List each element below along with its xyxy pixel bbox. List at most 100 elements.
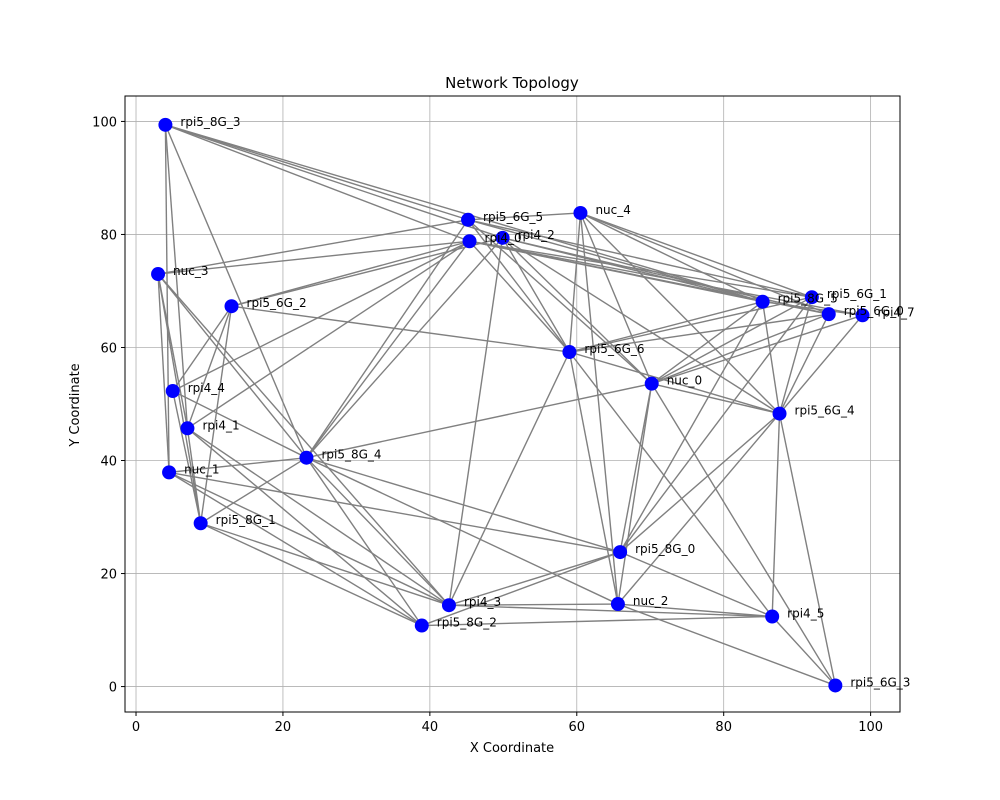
edge-rpi5_8G_5-rpi5_8G_0 xyxy=(619,301,764,553)
edge-nuc_1-rpi5_8G_4 xyxy=(169,456,307,474)
node-label-rpi5_8G_0: rpi5_8G_0 xyxy=(635,542,695,556)
y-tick-label: 60 xyxy=(100,341,117,356)
node-label-nuc_2: nuc_2 xyxy=(633,594,668,608)
edge-rpi5_6G_6-rpi5_6G_0 xyxy=(569,313,829,353)
node-label-rpi4_2: rpi4_2 xyxy=(518,228,555,242)
edge-nuc_4-rpi5_8G_5 xyxy=(580,212,763,303)
edge-nuc_1-rpi5_8G_2 xyxy=(168,471,423,627)
edge-rpi5_8G_0-rpi5_8G_2 xyxy=(421,551,621,627)
x-tick-label: 0 xyxy=(132,720,140,735)
grid-lines xyxy=(125,96,900,712)
edge-rpi5_8G_1-rpi5_8G_2 xyxy=(200,522,423,627)
edge-rpi5_8G_4-rpi4_2 xyxy=(305,237,504,459)
node-rpi4_1 xyxy=(180,421,195,436)
node-label-rpi5_8G_4: rpi5_8G_4 xyxy=(321,448,381,462)
edge-rpi5_6G_5-rpi5_8G_5 xyxy=(467,219,763,303)
y-tick-label: 40 xyxy=(100,455,117,470)
node-rpi4_7 xyxy=(855,308,870,323)
node-label-rpi5_8G_2: rpi5_8G_2 xyxy=(437,616,497,630)
edge-rpi5_6G_2-rpi5_6G_6 xyxy=(231,305,570,353)
node-label-rpi5_6G_0: rpi5_6G_0 xyxy=(844,304,904,318)
x-tick-label: 100 xyxy=(858,720,883,735)
edge-rpi4_2-rpi5_6G_4 xyxy=(502,237,780,415)
edge-rpi5_8G_4-rpi5_8G_2 xyxy=(305,457,423,626)
tick-layer: 0 20 40 60 80 100 0 20 40 60 80 100 xyxy=(92,115,883,735)
edge-nuc_0-rpi5_8G_0 xyxy=(619,383,653,553)
edge-nuc_2-rpi4_5 xyxy=(617,603,773,618)
edge-nuc_0-nuc_2 xyxy=(617,383,653,605)
edge-rpi4_3-rpi4_5 xyxy=(448,604,773,618)
edge-nuc_4-nuc_2 xyxy=(579,212,619,605)
node-nuc_3 xyxy=(151,267,166,282)
node-rpi5_8G_5 xyxy=(755,294,770,309)
edge-rpi5_6G_2-rpi4_1 xyxy=(186,305,233,429)
edge-rpi5_8G_1-rpi4_3 xyxy=(200,522,450,606)
edge-rpi4_2-rpi4_3 xyxy=(448,237,504,606)
edge-nuc_3-rpi4_0 xyxy=(157,240,470,275)
node-label-layer: rpi5_8G_3 nuc_3 rpi5_6G_2 rpi4_4 rpi4_1 nuc_1… xyxy=(173,115,915,690)
x-tick-label: 60 xyxy=(569,720,586,735)
edge-rpi4_1-rpi4_0 xyxy=(187,240,470,429)
edge-rpi5_8G_5-rpi4_7 xyxy=(762,301,863,316)
node-label-rpi5_8G_1: rpi5_8G_1 xyxy=(216,513,276,527)
node-label-nuc_1: nuc_1 xyxy=(184,462,219,476)
edge-nuc_0-rpi5_6G_3 xyxy=(651,383,836,686)
edge-rpi4_0-rpi5_6G_1 xyxy=(469,240,812,298)
edge-rpi4_7-nuc_0 xyxy=(651,314,863,385)
edge-nuc_0-rpi5_6G_0 xyxy=(651,313,829,385)
edge-rpi5_8G_3-rpi4_0 xyxy=(165,124,470,242)
node-rpi5_6G_0 xyxy=(821,307,836,322)
edge-nuc_3-rpi5_8G_1 xyxy=(157,273,202,524)
edge-nuc_4-rpi5_6G_5 xyxy=(468,212,581,221)
node-label-rpi4_3: rpi4_3 xyxy=(464,595,501,609)
edge-nuc_4-rpi5_6G_4 xyxy=(579,212,781,415)
node-nuc_4 xyxy=(573,205,588,220)
plot-frame xyxy=(124,95,901,713)
edge-rpi5_8G_3-nuc_1 xyxy=(164,124,170,473)
y-axis-label: Y Coordinate xyxy=(68,363,83,447)
y-tick-label: 20 xyxy=(100,568,117,583)
node-rpi5_6G_4 xyxy=(772,406,787,421)
edge-rpi5_8G_2-rpi4_5 xyxy=(421,615,773,627)
node-label-rpi5_8G_3: rpi5_8G_3 xyxy=(180,115,240,129)
node-label-rpi5_6G_5: rpi5_6G_5 xyxy=(483,210,543,224)
edge-rpi5_8G_5-rpi5_6G_4 xyxy=(761,301,781,414)
edge-rpi5_8G_3-rpi4_1 xyxy=(164,124,189,429)
edge-rpi4_2-rpi5_6G_6 xyxy=(501,237,571,353)
node-layer xyxy=(151,117,870,693)
node-rpi5_8G_3 xyxy=(158,117,173,132)
edge-rpi5_8G_3-rpi5_6G_5 xyxy=(165,124,469,221)
edge-rpi4_1-rpi5_8G_2 xyxy=(186,427,423,627)
edge-rpi5_6G_2-rpi4_4 xyxy=(172,305,233,392)
node-rpi5_8G_2 xyxy=(414,618,429,633)
edge-rpi4_2-nuc_0 xyxy=(502,237,653,385)
edge-nuc_3-rpi4_3 xyxy=(157,273,450,606)
node-label-rpi5_8G_5: rpi5_8G_5 xyxy=(778,292,838,306)
edge-rpi4_0-rpi5_6G_6 xyxy=(469,240,570,353)
y-tick-label: 0 xyxy=(109,681,117,696)
edge-rpi5_8G_4-rpi4_0 xyxy=(305,240,471,459)
edge-rpi5_8G_3-rpi5_8G_4 xyxy=(164,124,308,458)
edge-nuc_2-rpi4_3 xyxy=(448,603,618,606)
edge-rpi5_8G_3-rpi4_2 xyxy=(165,124,503,239)
x-tick-label: 80 xyxy=(715,720,732,735)
edge-rpi4_4-rpi5_8G_1 xyxy=(172,390,202,524)
node-rpi5_8G_4 xyxy=(299,450,314,465)
node-label-nuc_0: nuc_0 xyxy=(667,374,702,388)
node-label-rpi4_5: rpi4_5 xyxy=(787,606,824,620)
node-label-rpi4_4: rpi4_4 xyxy=(188,381,225,395)
edge-nuc_3-nuc_1 xyxy=(157,273,170,473)
edge-rpi5_6G_4-rpi4_5 xyxy=(771,413,781,617)
edge-rpi5_6G_0-rpi5_6G_4 xyxy=(778,313,830,414)
edge-rpi4_2-rpi5_8G_5 xyxy=(502,237,763,303)
node-label-rpi4_1: rpi4_1 xyxy=(202,418,239,432)
edge-nuc_4-rpi5_6G_6 xyxy=(568,212,582,353)
node-label-rpi4_0: rpi4_0 xyxy=(485,231,522,245)
edge-nuc_3-rpi5_8G_4 xyxy=(157,273,307,459)
y-tick-label: 80 xyxy=(100,228,117,243)
edge-rpi5_6G_1-rpi5_8G_0 xyxy=(619,296,813,553)
edge-rpi5_6G_2-rpi5_8G_1 xyxy=(199,306,233,524)
edge-rpi5_8G_4-nuc_2 xyxy=(306,457,619,605)
y-tick-label: 100 xyxy=(92,115,117,130)
